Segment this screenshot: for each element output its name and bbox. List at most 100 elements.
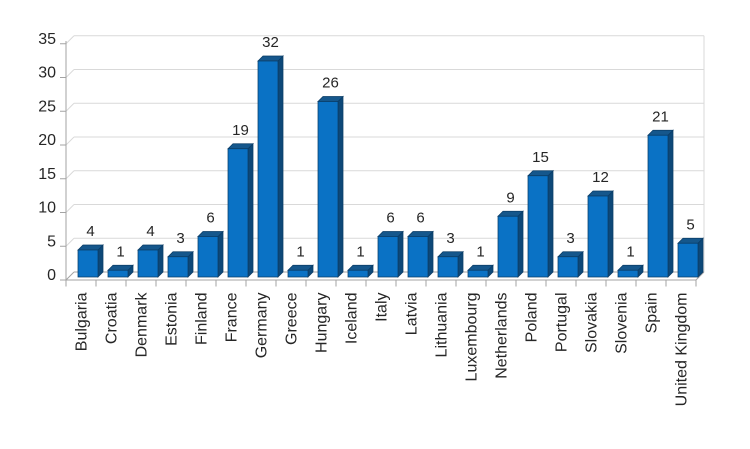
bar-top-face xyxy=(647,129,674,136)
value-label-estonia: 3 xyxy=(176,230,184,247)
bar-top-face xyxy=(407,231,434,237)
bar-side-face xyxy=(667,129,674,278)
bar-front-face xyxy=(557,256,579,278)
y-axis-label: 25 xyxy=(38,98,56,115)
bar-top-face xyxy=(107,264,134,271)
bar-side-face xyxy=(277,55,284,278)
bar-front-face xyxy=(197,236,219,278)
bar-finland xyxy=(197,230,224,278)
bar-netherlands xyxy=(497,210,524,278)
bar-top-face xyxy=(317,96,344,102)
category-labels: Bulgaria Croatia Denmark Estonia Finland Fran… xyxy=(74,292,691,407)
category-label-united-kingdom: United Kingdom xyxy=(674,293,691,407)
bar-italy xyxy=(377,230,404,278)
bar-front-face xyxy=(377,236,399,278)
value-label-hungary: 26 xyxy=(322,75,339,92)
bar-side-face xyxy=(247,142,254,278)
category-label-poland: Poland xyxy=(524,293,541,343)
value-label-spain: 21 xyxy=(652,108,669,125)
y-axis-label: 35 xyxy=(38,31,56,48)
category-label-bulgaria: Bulgaria xyxy=(74,292,91,351)
gridline-depth-segment xyxy=(65,170,75,180)
bar-denmark xyxy=(137,244,164,278)
bar-side-face xyxy=(547,169,554,278)
bar-top-face xyxy=(617,264,644,271)
bar-side-face xyxy=(517,210,524,278)
category-label-slovenia: Slovenia xyxy=(614,292,631,353)
bar-top-face xyxy=(527,170,554,177)
bar-portugal xyxy=(557,250,584,278)
bar-greece xyxy=(287,264,314,278)
category-label-germany: Germany xyxy=(254,293,271,359)
value-label-portugal: 3 xyxy=(566,230,574,247)
bar-side-face xyxy=(607,190,614,278)
y-axis-label: 20 xyxy=(38,132,56,149)
value-label-bulgaria: 4 xyxy=(86,223,94,240)
gridline-depth-segment xyxy=(65,271,75,281)
category-label-lithuania: Lithuania xyxy=(434,292,451,357)
gridline-depth-segment xyxy=(65,35,75,45)
bar-front-face xyxy=(407,236,429,278)
bar-front-face xyxy=(167,256,189,278)
category-label-france: France xyxy=(224,292,241,342)
gridline-depth-segment xyxy=(65,237,75,247)
category-label-portugal: Portugal xyxy=(554,293,571,353)
value-label-germany: 32 xyxy=(262,34,279,51)
value-label-iceland: 1 xyxy=(356,243,364,260)
bar-front-face xyxy=(527,175,549,278)
bar-side-face xyxy=(157,244,164,278)
bar-latvia xyxy=(407,230,434,278)
bar-top-face xyxy=(257,55,284,62)
bar-iceland xyxy=(347,264,374,278)
bar-front-face xyxy=(647,134,669,278)
y-axis-label: 10 xyxy=(38,200,56,217)
value-label-france: 19 xyxy=(232,122,249,139)
category-label-slovakia: Slovakia xyxy=(584,292,601,353)
value-label-greece: 1 xyxy=(296,243,304,260)
bar-croatia xyxy=(107,264,134,278)
bar-hungary xyxy=(317,95,344,278)
value-label-united-kingdom: 5 xyxy=(686,216,694,233)
bar-side-face xyxy=(217,230,224,278)
bar-top-face xyxy=(77,244,104,251)
bar-side-face xyxy=(397,230,404,278)
value-label-denmark: 4 xyxy=(146,223,154,240)
bar-top-face xyxy=(467,264,494,271)
bar-front-face xyxy=(587,195,609,278)
category-label-netherlands: Netherlands xyxy=(494,293,511,379)
bar-front-face xyxy=(467,269,489,278)
y-axis-label: 30 xyxy=(38,65,56,82)
value-label-latvia: 6 xyxy=(416,210,424,227)
bar-top-face xyxy=(287,264,314,271)
bar-top-face xyxy=(137,244,164,251)
value-label-poland: 15 xyxy=(532,149,549,166)
gridline-depth-segment xyxy=(65,136,75,146)
value-label-italy: 6 xyxy=(386,210,394,227)
value-label-croatia: 1 xyxy=(116,243,124,260)
bar-front-face xyxy=(257,60,279,278)
value-label-finland: 6 xyxy=(206,210,214,227)
category-label-luxembourg: Luxembourg xyxy=(464,293,481,382)
bar-front-face xyxy=(347,269,369,278)
category-label-croatia: Croatia xyxy=(104,292,121,344)
bar-top-face xyxy=(227,143,254,150)
category-label-finland: Finland xyxy=(194,293,211,345)
bar-front-face xyxy=(107,269,129,278)
bar-lithuania xyxy=(437,250,464,278)
bar-side-face xyxy=(337,95,344,278)
bars xyxy=(77,55,704,278)
category-label-greece: Greece xyxy=(284,292,301,345)
category-label-spain: Spain xyxy=(644,293,661,334)
bar-estonia xyxy=(167,250,194,278)
category-label-italy: Italy xyxy=(374,293,391,322)
category-label-latvia: Latvia xyxy=(404,292,421,335)
bar-front-face xyxy=(437,256,459,278)
gridline-depth-segment xyxy=(65,102,75,112)
y-axis-label: 0 xyxy=(47,267,56,284)
bar-front-face xyxy=(497,215,519,278)
category-label-iceland: Iceland xyxy=(344,293,361,345)
bar-top-face xyxy=(347,264,374,271)
